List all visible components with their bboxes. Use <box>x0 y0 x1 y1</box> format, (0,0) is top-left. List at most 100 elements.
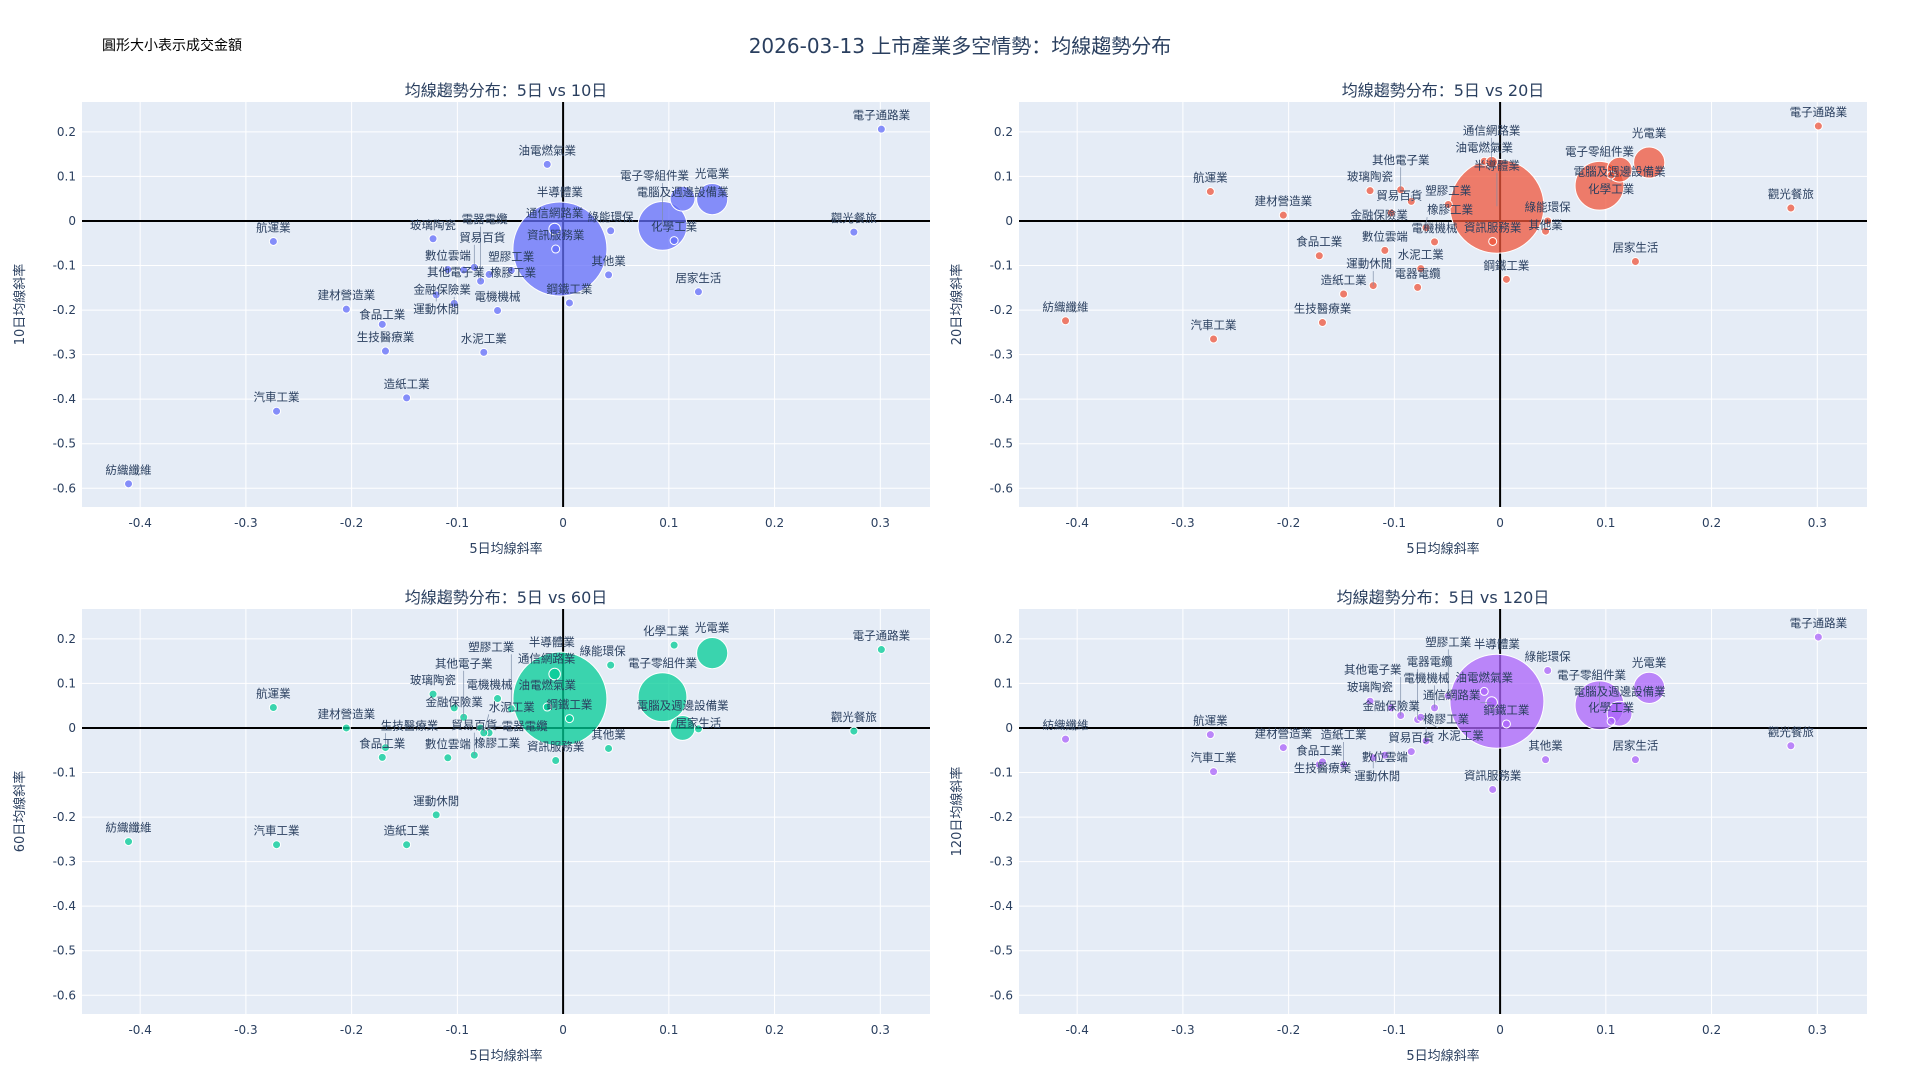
industry-point[interactable] <box>1061 734 1071 744</box>
industry-point[interactable] <box>1380 245 1390 255</box>
industry-point[interactable] <box>1413 282 1423 292</box>
industry-point[interactable] <box>606 660 616 670</box>
industry-point[interactable] <box>449 703 459 713</box>
industry-point[interactable] <box>506 265 516 275</box>
industry-point[interactable] <box>1488 784 1498 794</box>
industry-point[interactable] <box>1443 199 1453 209</box>
industry-point[interactable] <box>551 244 561 254</box>
industry-point[interactable] <box>542 159 552 169</box>
industry-point[interactable] <box>1633 146 1666 179</box>
industry-point[interactable] <box>849 227 859 237</box>
y-tick-label: 0.1 <box>57 676 76 690</box>
industry-point[interactable] <box>1317 318 1327 328</box>
industry-point[interactable] <box>693 724 703 734</box>
industry-point[interactable] <box>428 234 438 244</box>
industry-point[interactable] <box>1633 671 1666 704</box>
x-tick-label: -0.2 <box>1277 1023 1300 1037</box>
industry-label: 食品工業 <box>1296 743 1342 757</box>
x-tick-label: 0 <box>1496 516 1504 530</box>
industry-point[interactable] <box>1365 696 1375 706</box>
industry-point[interactable] <box>512 651 608 747</box>
industry-point[interactable] <box>272 840 282 850</box>
industry-point[interactable] <box>431 810 441 820</box>
industry-point[interactable] <box>1314 251 1324 261</box>
industry-label: 其他業 <box>591 727 626 741</box>
industry-point[interactable] <box>428 689 438 699</box>
industry-point[interactable] <box>1488 236 1498 246</box>
industry-point[interactable] <box>380 346 390 356</box>
industry-point[interactable] <box>1339 289 1349 299</box>
industry-label: 紡織纖維 <box>1043 718 1089 732</box>
industry-point[interactable] <box>1786 741 1796 751</box>
industry-point[interactable] <box>479 347 489 357</box>
industry-point[interactable] <box>1406 747 1416 757</box>
industry-point[interactable] <box>341 304 351 314</box>
industry-point[interactable] <box>341 723 351 733</box>
industry-point[interactable] <box>124 837 134 847</box>
industry-point[interactable] <box>1061 316 1071 326</box>
industry-point[interactable] <box>1541 755 1551 765</box>
industry-point[interactable] <box>1430 237 1440 247</box>
industry-point[interactable] <box>551 755 561 765</box>
industry-point[interactable] <box>1278 210 1288 220</box>
x-tick-label: 0 <box>1496 1023 1504 1037</box>
industry-point[interactable] <box>1278 743 1288 753</box>
industry-point[interactable] <box>1543 665 1553 675</box>
point-labels: 半導體業電子零組件業光電業電腦及週邊設備業化學工業電子通路業油電燃氣業通信網路業… <box>1043 616 1848 783</box>
x-tick-label: -0.3 <box>1171 516 1194 530</box>
industry-point[interactable] <box>548 667 561 681</box>
industry-point[interactable] <box>1209 334 1219 344</box>
industry-point[interactable] <box>1209 767 1219 777</box>
industry-point[interactable] <box>604 270 614 280</box>
industry-point[interactable] <box>402 393 412 403</box>
industry-point[interactable] <box>876 645 886 655</box>
industry-point[interactable] <box>637 672 688 723</box>
industry-point[interactable] <box>1501 274 1511 284</box>
industry-point[interactable] <box>1630 755 1640 765</box>
industry-point[interactable] <box>1606 716 1616 726</box>
industry-point[interactable] <box>564 298 574 308</box>
industry-point[interactable] <box>443 265 453 275</box>
industry-point[interactable] <box>548 222 561 236</box>
industry-point[interactable] <box>564 714 574 724</box>
industry-point[interactable] <box>377 752 387 762</box>
industry-point[interactable] <box>1365 186 1375 196</box>
industry-point[interactable] <box>268 236 278 246</box>
industry-point[interactable] <box>124 479 134 489</box>
industry-point[interactable] <box>402 840 412 850</box>
industry-point[interactable] <box>268 702 278 712</box>
industry-point[interactable] <box>696 637 729 670</box>
industry-label: 其他電子業 <box>1372 153 1430 167</box>
industry-point[interactable] <box>493 694 503 704</box>
industry-point[interactable] <box>443 753 453 763</box>
industry-point[interactable] <box>1813 121 1823 131</box>
industry-point[interactable] <box>669 236 679 246</box>
industry-point[interactable] <box>1205 187 1215 197</box>
industry-point[interactable] <box>606 226 616 236</box>
industry-point[interactable] <box>1630 257 1640 267</box>
industry-point[interactable] <box>1541 226 1551 236</box>
industry-point[interactable] <box>849 726 859 736</box>
industry-point[interactable] <box>1543 216 1553 226</box>
industry-point[interactable] <box>693 287 703 297</box>
industry-point[interactable] <box>604 743 614 753</box>
industry-point[interactable] <box>1786 203 1796 213</box>
industry-point[interactable] <box>696 183 729 216</box>
industry-point[interactable] <box>1479 686 1489 696</box>
industry-point[interactable] <box>493 306 503 316</box>
industry-point[interactable] <box>377 319 387 329</box>
industry-point[interactable] <box>272 406 282 416</box>
industry-point[interactable] <box>1205 730 1215 740</box>
industry-point[interactable] <box>542 702 552 712</box>
industry-point[interactable] <box>1813 632 1823 642</box>
x-tick-label: -0.1 <box>1383 516 1406 530</box>
industry-label: 生技醫療業 <box>1294 302 1352 316</box>
point-labels: 半導體業電子零組件業光電業電腦及週邊設備業化學工業電子通路業油電燃氣業通信網路業… <box>1043 105 1848 332</box>
industry-point[interactable] <box>669 640 679 650</box>
industry-point[interactable] <box>1501 719 1511 729</box>
industry-label: 其他業 <box>1528 739 1563 753</box>
x-tick-label: 0 <box>559 516 567 530</box>
industry-label: 建材營造業 <box>1255 194 1313 208</box>
industry-point[interactable] <box>1416 264 1426 274</box>
industry-point[interactable] <box>876 124 886 134</box>
